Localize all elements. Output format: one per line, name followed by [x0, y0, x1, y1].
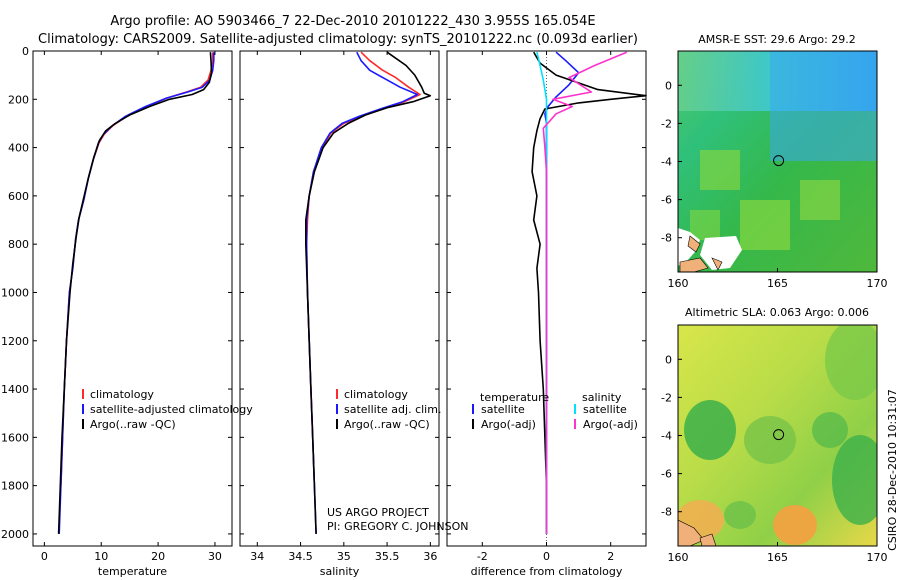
map-x-tick-label: 160 [668, 551, 689, 564]
legend: climatology satellite adj. clim. Argo(..ra… [336, 388, 441, 431]
panel-difference: -2 0 2 difference from climatology temperatu… [446, 50, 647, 578]
timestamp-stamp: CSIRO 28-Dec-2010 10:31:07 [886, 389, 899, 551]
panel-salinity: 34 34.5 35 35.5 36 salinity climatology satelli… [239, 50, 441, 578]
sla-map-title: Altimetric SLA: 0.063 Argo: 0.006 [685, 306, 869, 319]
map-y-tick-label: 0 [665, 79, 672, 92]
map-x-tick-label: 170 [867, 277, 888, 290]
series-line-1 [531, 51, 647, 534]
series-line-2 [305, 51, 432, 534]
legend-title-temperature: temperature [480, 391, 549, 404]
sla-low [832, 435, 877, 525]
sst-warm-patch [770, 51, 877, 161]
map-x-tick-label: 170 [867, 551, 888, 564]
map-y-tick-label: 0 [665, 353, 672, 366]
y-tick-label: 1200 [1, 335, 29, 348]
map-y-tick-label: -2 [661, 117, 672, 130]
coastline [678, 519, 705, 546]
coastline [687, 235, 701, 253]
project-label: US ARGO PROJECT [327, 506, 429, 519]
series-line-3 [542, 51, 628, 534]
map-y-tick-label: -4 [661, 156, 672, 169]
argo-float-marker [773, 155, 785, 167]
y-tick-label: 400 [8, 142, 29, 155]
header-line-1: Argo profile: AO 5903466_7 22-Dec-2010 2… [110, 14, 595, 29]
series-line-1 [305, 51, 419, 534]
map-x-tick-label: 165 [767, 551, 788, 564]
x-tick-label: 0 [41, 550, 48, 563]
x-axis-label: salinity [320, 565, 360, 578]
map-y-tick-label: -2 [661, 391, 672, 404]
sla-low [684, 400, 736, 460]
x-tick-label: 35.5 [375, 550, 400, 563]
legend: climatology satellite-adjusted climatolog… [82, 388, 253, 431]
y-tick-label: 2000 [1, 528, 29, 541]
legend-label: satellite [583, 403, 627, 416]
legend-label: Argo(..raw -QC) [90, 418, 176, 431]
x-tick-label: 0 [543, 550, 550, 563]
coastline [679, 257, 709, 272]
y-tick-label: 1800 [1, 480, 29, 493]
legend-label: Argo(-adj) [481, 418, 536, 431]
x-axis-label: temperature [98, 565, 167, 578]
x-tick-label: 35 [337, 550, 351, 563]
header-line-2: Climatology: CARS2009. Satellite-adjuste… [38, 32, 638, 47]
y-tick-label: 1400 [1, 383, 29, 396]
sla-map: Altimetric SLA: 0.063 Argo: 0.006 160 165… [661, 306, 888, 564]
legend-label: satellite adj. clim. [344, 403, 441, 416]
x-tick-label: 20 [151, 550, 165, 563]
map-y-tick-label: -4 [661, 430, 672, 443]
series-line-0 [544, 51, 580, 534]
legend-label: Argo(..raw -QC) [344, 418, 430, 431]
y-tick-label: 0 [22, 45, 29, 58]
sst-map: AMSR-E SST: 29.6 Argo: 29.2 160 165 170 -8 -… [661, 33, 887, 290]
legend: temperature salinitysatelliteArgo(-adj)sa… [472, 391, 638, 431]
legend-label: satellite [481, 403, 525, 416]
map-x-tick-label: 160 [668, 277, 689, 290]
x-tick-label: 2 [607, 550, 614, 563]
map-y-tick-label: -6 [661, 468, 672, 481]
sst-map-title: AMSR-E SST: 29.6 Argo: 29.2 [698, 33, 856, 46]
x-tick-label: 34.5 [288, 550, 313, 563]
plot-frame [32, 50, 233, 547]
map-y-tick-label: -8 [661, 232, 672, 245]
y-tick-label: 1600 [1, 431, 29, 444]
plot-frame [239, 50, 440, 547]
series-line-2 [57, 52, 213, 534]
sla-high [773, 505, 817, 545]
y-tick-label: 200 [8, 93, 29, 106]
legend-label: climatology [344, 388, 408, 401]
legend-label: Argo(-adj) [583, 418, 638, 431]
legend-label: satellite-adjusted climatology [90, 403, 253, 416]
series-line-1 [58, 52, 215, 534]
map-y-tick-label: -8 [661, 506, 672, 519]
x-tick-label: 30 [208, 550, 222, 563]
map-x-tick-label: 165 [767, 277, 788, 290]
x-tick-label: 36 [423, 550, 437, 563]
y-tick-label: 600 [8, 190, 29, 203]
legend-title-salinity: salinity [582, 391, 622, 404]
map-y-tick-label: -6 [661, 194, 672, 207]
y-tick-label: 800 [8, 238, 29, 251]
x-tick-label: 34 [250, 550, 264, 563]
y-tick-label: 1000 [1, 286, 29, 299]
legend-label: climatology [90, 388, 154, 401]
panel-temperature: 0 10 20 30 0 200 400 600 800 1000 1200 1400 1600 1800… [1, 45, 253, 578]
x-axis-label: difference from climatology [471, 565, 623, 578]
sla-low [825, 325, 877, 400]
argo-float-marker [773, 429, 785, 441]
pi-label: PI: GREGORY C. JOHNSON [327, 520, 468, 533]
x-tick-label: 10 [94, 550, 108, 563]
x-tick-label: -2 [477, 550, 488, 563]
land-mask [700, 236, 742, 270]
